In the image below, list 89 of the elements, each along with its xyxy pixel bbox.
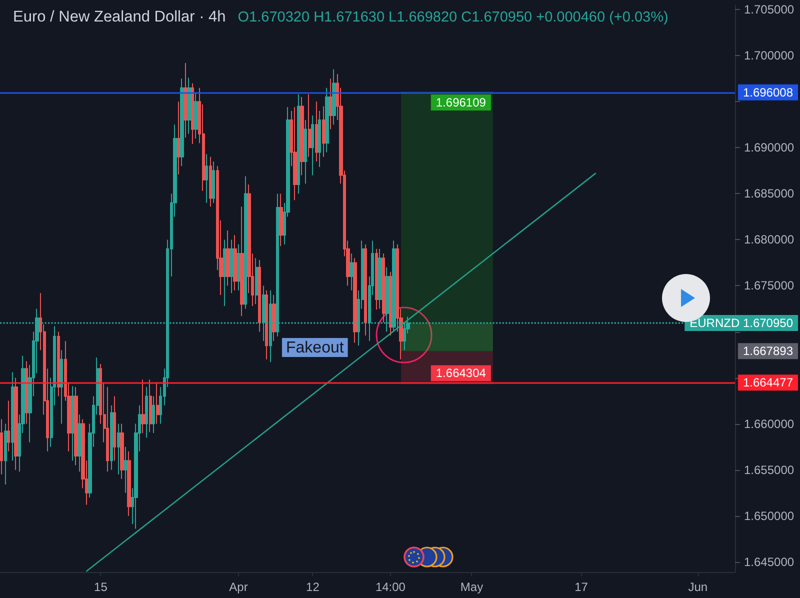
- candlestick: [177, 101, 180, 175]
- band-label: 1.696109: [436, 95, 486, 110]
- candlestick: [233, 234, 237, 291]
- candlestick: [78, 414, 81, 472]
- candlestick: [322, 106, 325, 158]
- candlestick: [7, 400, 10, 452]
- text: 1.667893: [742, 344, 794, 358]
- candlestick: [255, 258, 258, 305]
- candlestick: [11, 372, 14, 462]
- candlestick: [156, 382, 159, 424]
- candlestick: [209, 156, 212, 208]
- x-tick-label: 15: [94, 580, 108, 594]
- y-tick-label: 1.655000: [744, 462, 794, 477]
- y-tick-label: 1.680000: [744, 232, 794, 247]
- candlestick: [272, 294, 276, 342]
- candlestick: [194, 92, 198, 139]
- candlestick: [141, 379, 145, 434]
- candlestick: [244, 176, 247, 310]
- candlestick: [57, 331, 60, 397]
- candlestick: [145, 386, 148, 438]
- candlestick: [127, 450, 131, 516]
- candlestick: [184, 62, 187, 138]
- candlestick: [120, 423, 124, 480]
- chart-title: Euro / New Zealand Dollar · 4h: [13, 8, 226, 26]
- candlestick: [364, 244, 367, 336]
- candlestick: [212, 160, 215, 204]
- y-tick-label: 1.705000: [744, 2, 794, 17]
- x-tick-label: 14:00: [375, 580, 406, 594]
- candlestick: [74, 386, 78, 466]
- candlestick: [230, 239, 233, 294]
- y-tick-label: 1.660000: [744, 416, 794, 431]
- candlestick: [389, 271, 392, 336]
- candlestick: [300, 96, 304, 176]
- ref-line-label: EURNZD 1.670950: [690, 316, 794, 330]
- candlestick: [304, 120, 307, 184]
- candlestick: [71, 386, 74, 462]
- x-tick-label: Apr: [229, 580, 248, 594]
- y-tick-label: 1.675000: [744, 278, 794, 293]
- candlestick: [297, 94, 300, 194]
- candlestick: [279, 193, 283, 247]
- candlestick: [60, 350, 63, 424]
- ref-line-label: 1.696008: [742, 85, 794, 100]
- candlestick: [353, 258, 357, 344]
- candlestick: [205, 154, 208, 204]
- y-tick-label: 1.650000: [744, 508, 794, 523]
- y-tick-label: 1.645000: [744, 554, 794, 569]
- x-tick-label: Jun: [688, 580, 708, 594]
- candlestick: [382, 253, 385, 324]
- candlestick: [315, 101, 318, 162]
- candlestick: [14, 377, 18, 470]
- candlestick: [4, 423, 7, 486]
- candlestick: [332, 68, 336, 126]
- candlestick: [329, 78, 332, 130]
- candlestick: [308, 94, 311, 158]
- x-tick-label: 12: [306, 580, 320, 594]
- y-tick-label: 1.690000: [744, 140, 794, 155]
- candlestick: [149, 379, 152, 433]
- candlestick: [223, 239, 226, 306]
- candlestick: [265, 290, 268, 360]
- candlestick: [293, 106, 297, 201]
- x-tick-label: May: [460, 580, 484, 594]
- x-tick-label: 17: [574, 580, 588, 594]
- candlestick: [180, 78, 184, 167]
- candlestick: [240, 206, 244, 317]
- candlestick: [378, 248, 382, 310]
- candlestick: [191, 82, 194, 144]
- candlestick: [106, 386, 109, 472]
- candlestick: [318, 110, 321, 168]
- candlestick: [117, 423, 120, 475]
- chart-subtitle: O1.670320 H1.671630 L1.669820 C1.670950 +0.000460 (+0.03%): [238, 10, 668, 26]
- candlestick: [237, 244, 240, 291]
- y-tick-label: 1.685000: [744, 186, 794, 201]
- candlestick: [25, 360, 28, 424]
- candlestick: [187, 77, 191, 134]
- candlestick: [110, 404, 113, 470]
- candlestick: [0, 418, 3, 475]
- band-label: 1.664304: [436, 366, 486, 380]
- candlestick: [226, 230, 230, 286]
- candlestick: [375, 248, 378, 310]
- ref-line-label: 1.664477: [742, 376, 794, 390]
- candlestick: [152, 396, 155, 434]
- candlestick: [311, 114, 314, 176]
- y-tick-label: 1.700000: [744, 48, 794, 63]
- candlestick: [124, 446, 127, 494]
- candlestick: [258, 259, 261, 332]
- candlestick: [350, 253, 353, 291]
- annotation: Fakeout: [286, 340, 344, 356]
- candlestick: [113, 396, 116, 462]
- candlestick: [325, 87, 329, 153]
